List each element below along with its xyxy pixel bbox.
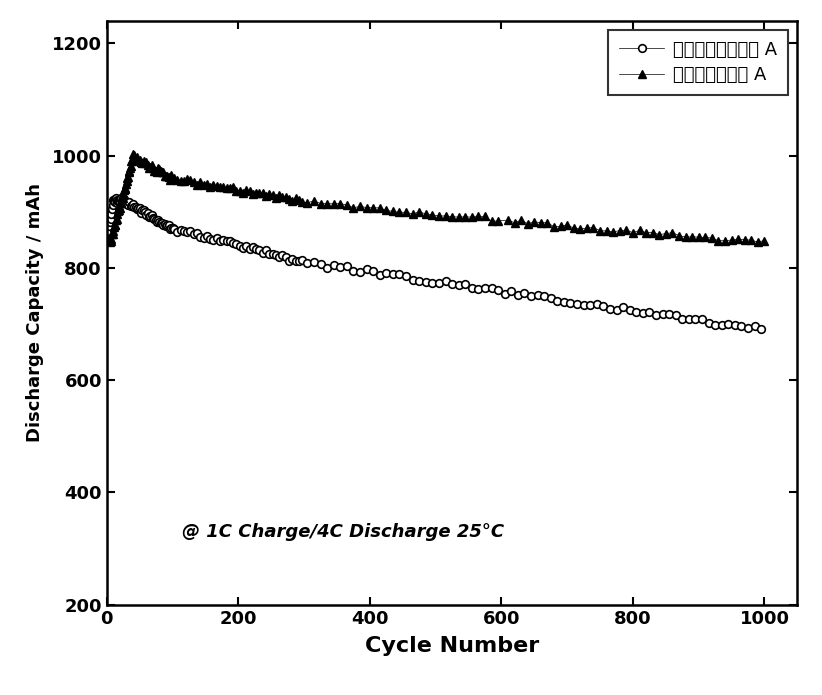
X-axis label: Cycle Number: Cycle Number	[365, 636, 539, 656]
未喷涂氮化馒样品 A	[173, 227, 182, 236]
喷涂氮化馒样品 A	[103, 235, 113, 243]
喷涂氮化馒样品 A	[127, 156, 137, 164]
Line: 未喷涂氮化馒样品 A: 未喷涂氮化馒样品 A	[104, 194, 765, 333]
未喷涂氮化馒样品 A	[638, 309, 648, 317]
未喷涂氮化馒样品 A	[756, 325, 766, 333]
未喷涂氮化馒样品 A	[493, 286, 503, 295]
喷涂氮化馒样品 A	[117, 194, 127, 202]
Text: @ 1C Charge/4C Discharge 25°C: @ 1C Charge/4C Discharge 25°C	[182, 523, 505, 541]
喷涂氮化馒样品 A	[128, 150, 138, 158]
未喷涂氮化馒样品 A	[454, 281, 464, 289]
喷涂氮化馒样品 A	[760, 236, 769, 245]
未喷涂氮化馒样品 A	[238, 243, 248, 252]
未喷涂氮化馒样品 A	[103, 233, 113, 241]
喷涂氮化馒样品 A	[641, 229, 651, 237]
Line: 喷涂氮化馒样品 A: 喷涂氮化馒样品 A	[104, 151, 769, 246]
喷涂氮化馒样品 A	[169, 174, 179, 182]
喷涂氮化馒样品 A	[733, 235, 743, 243]
喷涂氮化馒样品 A	[104, 237, 114, 245]
Y-axis label: Discharge Capacity / mAh: Discharge Capacity / mAh	[25, 183, 44, 442]
喷涂氮化馒样品 A	[105, 238, 115, 247]
未喷涂氮化馒样品 A	[275, 253, 284, 261]
未喷涂氮化馒样品 A	[117, 194, 127, 202]
Legend: 未喷涂氮化馒样品 A, 喷涂氮化馒样品 A: 未喷涂氮化馒样品 A, 喷涂氮化馒样品 A	[608, 30, 788, 95]
